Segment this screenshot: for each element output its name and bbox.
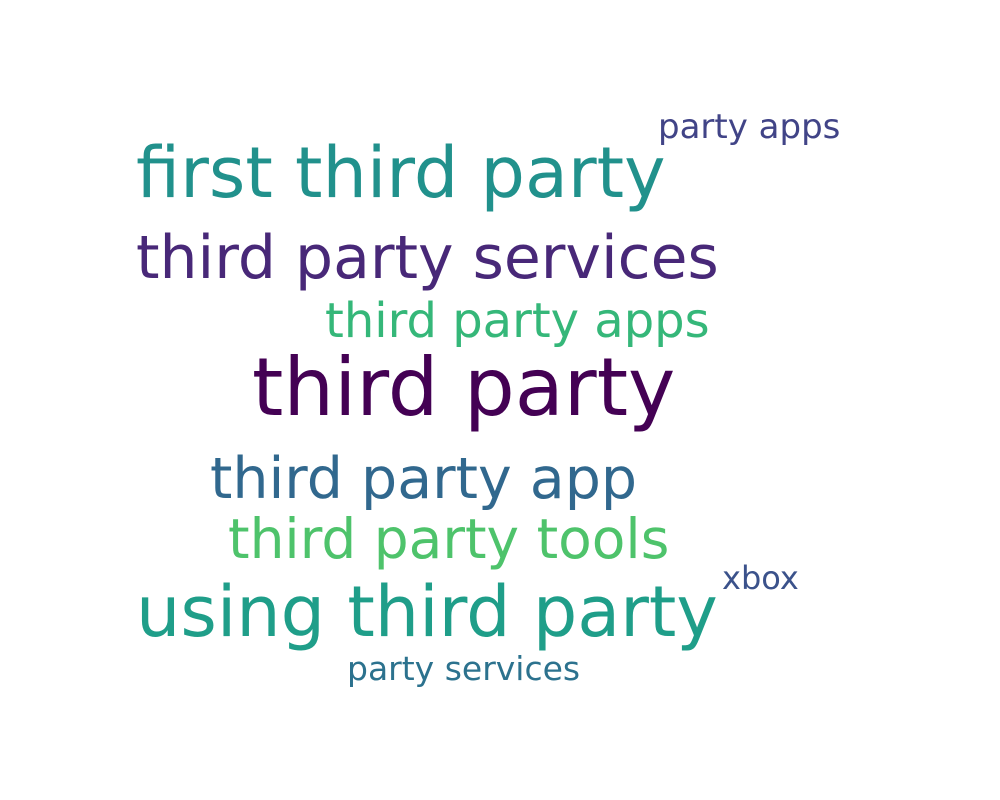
word-party-apps: party apps xyxy=(658,107,841,147)
word-third-party: third party xyxy=(252,341,676,434)
word-xbox: xbox xyxy=(722,559,799,597)
word-using-third-party: using third party xyxy=(136,571,718,653)
word-first-third-party: first third party xyxy=(136,132,666,214)
word-third-party-apps: third party apps xyxy=(325,293,710,349)
word-third-party-services: third party services xyxy=(136,223,719,293)
word-party-services: party services xyxy=(347,649,581,688)
word-third-party-app: third party app xyxy=(210,446,638,512)
word-third-party-tools: third party tools xyxy=(228,507,670,571)
